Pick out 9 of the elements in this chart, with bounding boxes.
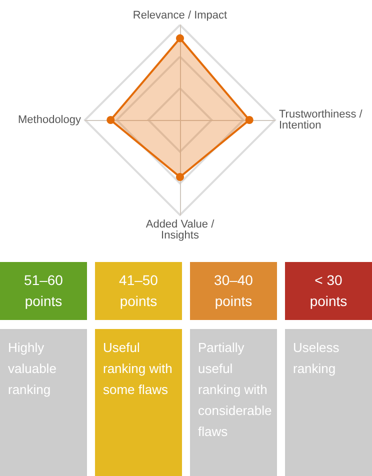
spoke-label: Relevance / Impact bbox=[132, 10, 228, 22]
category-label: 51–60 points bbox=[23, 271, 64, 311]
category-label: 30–40 points bbox=[213, 271, 254, 311]
category-label: 41–50 points bbox=[118, 271, 159, 311]
spoke-label: Trustworthiness / Intention bbox=[279, 108, 364, 132]
category-label: < 30 points bbox=[308, 271, 348, 311]
spoke-label: Methodology bbox=[18, 114, 82, 126]
spoke-label: Added Value / Insights bbox=[146, 218, 216, 242]
text: Useful ranking with some flaws bbox=[103, 339, 174, 399]
